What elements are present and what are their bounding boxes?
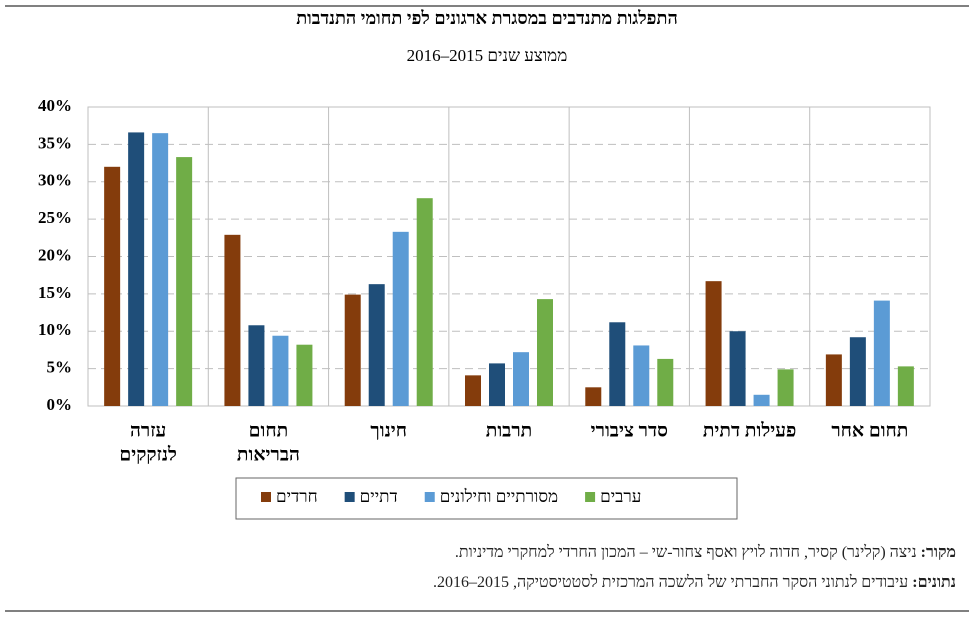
- legend-label: ערבים: [600, 487, 641, 506]
- x-tick-label: תחום אחר: [831, 420, 908, 441]
- legend-label: דתיים: [360, 487, 398, 506]
- bar: [392, 231, 409, 406]
- x-tick-label: סדר ציבורי: [591, 420, 668, 441]
- bar: [344, 294, 361, 406]
- chart-title: התפלגות מתנדבים במסגרת ארגונים לפי תחומי…: [296, 8, 678, 28]
- chart-subtitle: ממוצע שנים 2015–2016: [407, 46, 568, 65]
- legend-swatch: [344, 492, 355, 502]
- bar: [609, 322, 626, 406]
- note-text: עיבודים לנתוני הסקר החברתי של הלשכה המרכ…: [432, 574, 909, 591]
- x-tick-label: עזרה: [130, 420, 166, 441]
- y-tick-label: 20%: [38, 245, 72, 264]
- y-tick-label: 10%: [38, 320, 72, 339]
- y-tick-label: 5%: [47, 358, 73, 377]
- bar: [513, 352, 529, 406]
- x-tick-label: לנזקקים: [119, 444, 177, 465]
- bar: [825, 354, 842, 406]
- bar: [248, 325, 265, 406]
- bar: [296, 344, 313, 406]
- legend-swatch: [585, 492, 596, 502]
- bar: [465, 375, 481, 406]
- note: נתונים: עיבודים לנתוני הסקר החברתי של הל…: [16, 568, 956, 598]
- bar: [633, 345, 650, 406]
- x-tick-label: תחום: [249, 420, 289, 441]
- bar: [657, 358, 674, 406]
- bar: [272, 335, 289, 406]
- legend-label: מסורתיים וחילונים: [440, 487, 558, 506]
- y-tick-label: 35%: [38, 133, 72, 152]
- x-tick-label: חינוך: [370, 420, 407, 441]
- x-tick-label: פעילות דתית: [703, 420, 796, 441]
- note-label: נתונים:: [912, 574, 956, 591]
- x-tick-label: הבריאות: [237, 444, 300, 465]
- legend-swatch: [261, 492, 271, 502]
- bar: [224, 234, 241, 406]
- bar: [705, 281, 722, 406]
- bar: [368, 284, 385, 406]
- bar: [729, 331, 746, 406]
- bar: [753, 394, 770, 406]
- bar: [849, 337, 866, 406]
- bar: [537, 299, 553, 406]
- note-label: מקור:: [920, 544, 956, 561]
- legend-box: [235, 477, 738, 520]
- bar: [489, 363, 505, 406]
- y-tick-label: 30%: [38, 171, 72, 190]
- bar: [873, 300, 890, 406]
- bar: [176, 157, 193, 406]
- note: מקור: ניצה (קלינר) קסיר, חדוה לויץ ואסף …: [16, 538, 956, 568]
- note-text: ניצה (קלינר) קסיר, חדוה לויץ ואסף צחור-ש…: [454, 544, 917, 561]
- y-tick-label: 0%: [47, 395, 73, 414]
- bar: [128, 132, 145, 407]
- x-tick-label: תרבות: [486, 420, 533, 441]
- bar: [777, 369, 794, 406]
- y-tick-label: 15%: [38, 283, 72, 302]
- bar: [897, 366, 914, 406]
- bar: [152, 133, 169, 406]
- bar: [585, 387, 602, 406]
- legend-label: חרדים: [276, 487, 318, 506]
- bar: [416, 198, 433, 406]
- y-tick-label: 40%: [38, 96, 72, 115]
- legend-swatch: [424, 492, 435, 502]
- y-tick-label: 25%: [38, 208, 72, 227]
- bar: [104, 166, 121, 406]
- notes: מקור: ניצה (קלינר) קסיר, חדוה לויץ ואסף …: [16, 538, 956, 598]
